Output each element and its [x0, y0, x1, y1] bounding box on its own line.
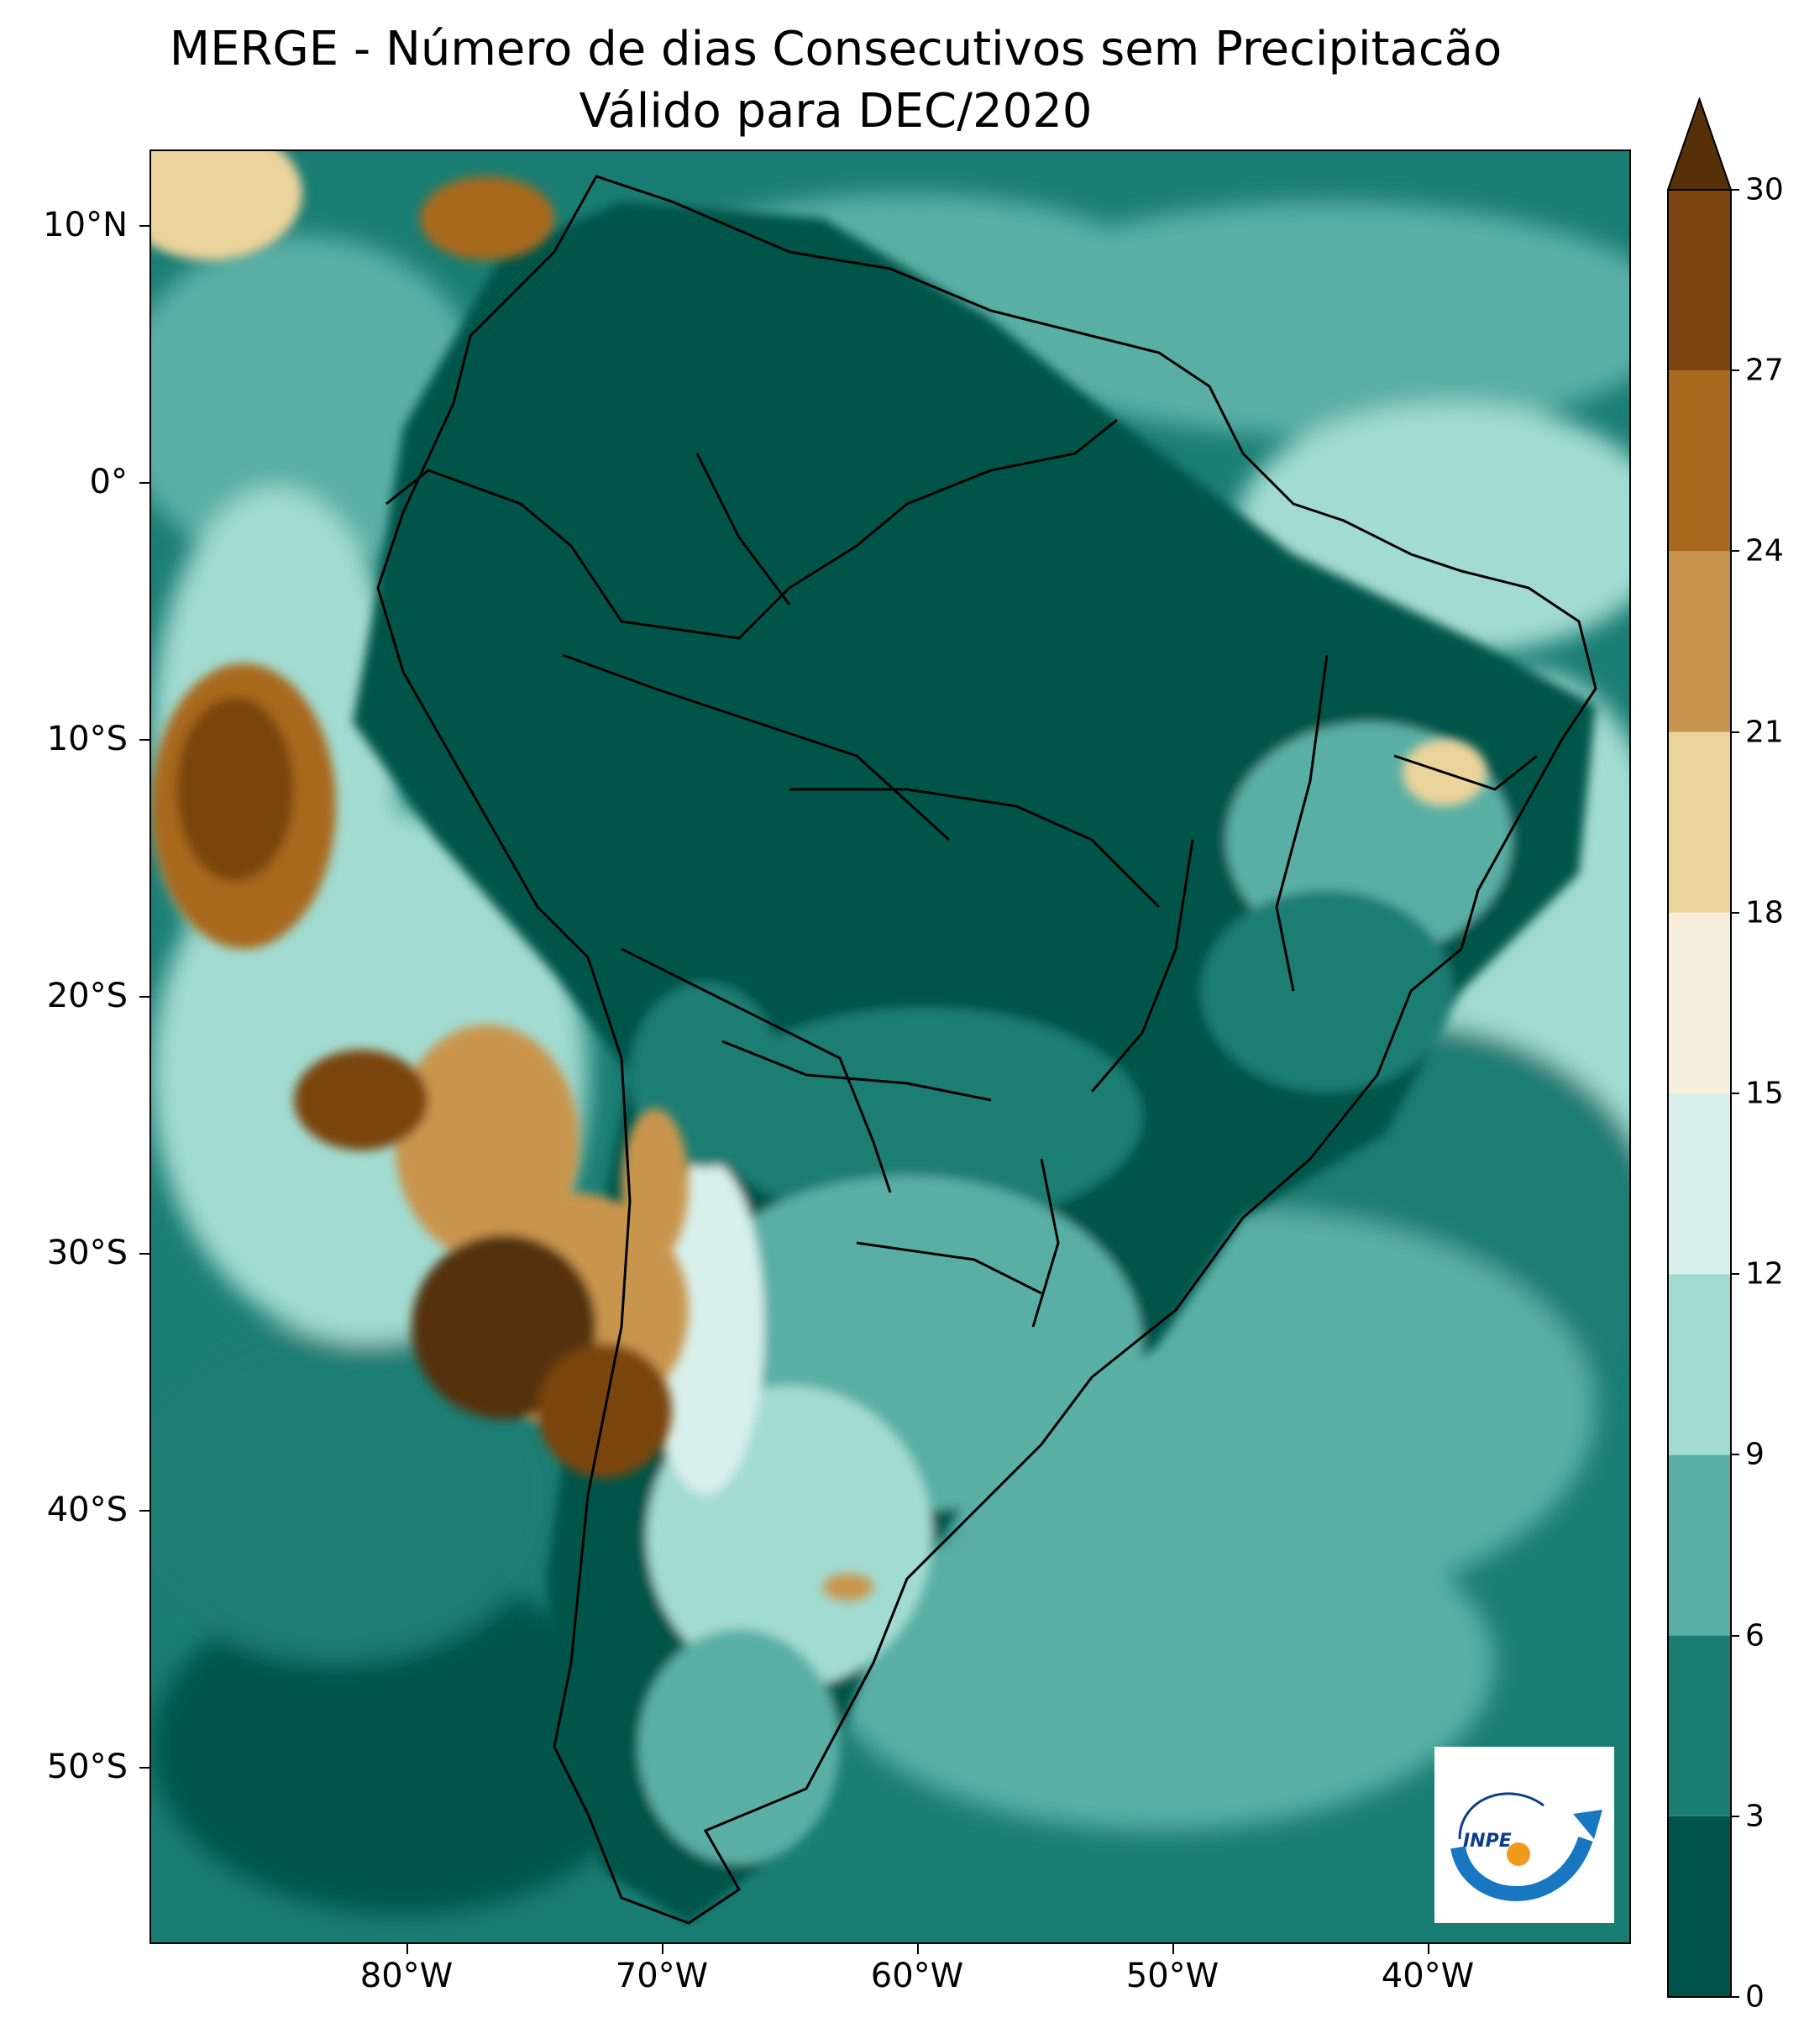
colorbar-extend-arrow — [1666, 97, 1733, 191]
colorbar-segment — [1668, 1093, 1731, 1275]
colorbar-tick — [1731, 1996, 1739, 1998]
continent-fields — [353, 202, 1596, 1923]
inpe-logo-graphic — [1450, 1792, 1602, 1901]
y-tick-label: 10°S — [46, 720, 128, 758]
x-tick-label: 50°W — [1125, 1957, 1219, 1995]
x-tick — [917, 1944, 919, 1954]
colorbar-tick — [1731, 1634, 1739, 1637]
colorbar-tick-label: 0 — [1745, 1979, 1765, 2015]
colorbar-tick — [1731, 1815, 1739, 1817]
y-tick — [139, 1510, 149, 1512]
colorbar-tick-label: 21 — [1745, 715, 1784, 750]
chart-title-line2: Válido para DEC/2020 — [579, 84, 1093, 139]
y-tick-label: 10°N — [43, 206, 128, 244]
colorbar-tick-label: 18 — [1745, 895, 1784, 930]
y-tick — [139, 482, 149, 484]
inpe-logo: INPE — [1434, 1747, 1614, 1923]
colorbar-tick — [1731, 369, 1739, 372]
colorbar — [1666, 97, 1733, 1998]
colorbar-segment — [1668, 1816, 1731, 1997]
colorbar-segment — [1668, 370, 1731, 552]
y-tick — [139, 225, 149, 227]
colorbar-segment — [1668, 1454, 1731, 1636]
colorbar-tick-label: 9 — [1745, 1437, 1765, 1472]
y-tick-label: 50°S — [46, 1748, 128, 1786]
precipitation-map — [151, 151, 1629, 1942]
y-tick-label: 30°S — [46, 1234, 128, 1272]
colorbar-tick — [1731, 1273, 1739, 1276]
colorbar-tick-label: 12 — [1745, 1256, 1784, 1292]
country-borders — [376, 175, 1597, 1925]
colorbar-tick — [1731, 1093, 1739, 1094]
colorbar-tick — [1731, 1454, 1739, 1456]
colorbar-segment — [1668, 912, 1731, 1093]
x-tick — [1428, 1944, 1429, 1954]
colorbar-tick-label: 24 — [1745, 533, 1784, 569]
colorbar-tick-label: 27 — [1745, 353, 1784, 388]
y-tick — [139, 996, 149, 998]
colorbar-segment — [1668, 551, 1731, 732]
y-tick-label: 0° — [89, 463, 128, 501]
x-tick-label: 70°W — [615, 1957, 709, 1995]
colorbar-tick — [1731, 550, 1739, 553]
colorbar-tick-label: 3 — [1745, 1799, 1765, 1834]
chart-title-line1: MERGE - Número de dias Consecutivos sem … — [169, 22, 1502, 76]
y-tick-label: 20°S — [46, 977, 128, 1015]
colorbar-tick — [1731, 189, 1739, 191]
colorbar-tick-label: 15 — [1745, 1076, 1784, 1111]
y-tick-label: 40°S — [46, 1491, 128, 1529]
y-tick — [139, 739, 149, 741]
colorbar-tick — [1731, 731, 1739, 733]
y-tick — [139, 1767, 149, 1769]
dry-areas — [151, 151, 1487, 1601]
map-panel — [149, 149, 1631, 1944]
colorbar-tick-label: 30 — [1745, 172, 1784, 207]
colorbar-segment — [1668, 1274, 1731, 1455]
x-tick — [662, 1944, 663, 1954]
colorbar-segment — [1668, 1635, 1731, 1816]
colorbar-segment — [1668, 190, 1731, 371]
x-tick-label: 40°W — [1381, 1957, 1475, 1995]
y-tick — [139, 1253, 149, 1255]
x-tick-label: 60°W — [870, 1957, 964, 1995]
x-tick — [1172, 1944, 1174, 1954]
x-tick — [406, 1944, 408, 1954]
colorbar-segment — [1668, 731, 1731, 913]
colorbar-tick — [1731, 911, 1739, 914]
inpe-logo-text: INPE — [1463, 1831, 1512, 1852]
x-tick-label: 80°W — [359, 1957, 454, 1995]
colorbar-tick-label: 6 — [1745, 1618, 1765, 1654]
